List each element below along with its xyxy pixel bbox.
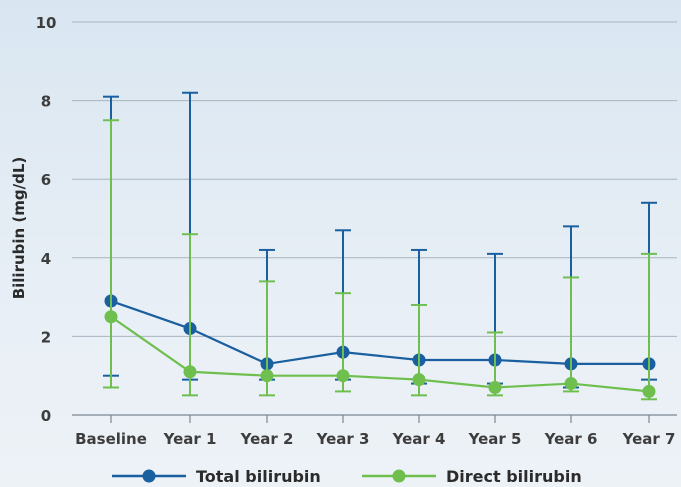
legend-item: Direct bilirubin <box>362 467 582 486</box>
series-direct-bilirubin <box>103 119 657 401</box>
data-point <box>564 377 578 391</box>
y-tick-label: 6 <box>41 171 51 189</box>
y-tick-label: 4 <box>41 250 51 268</box>
data-point <box>642 384 656 398</box>
legend: Total bilirubin Direct bilirubin <box>112 467 582 486</box>
gridlines <box>72 21 677 337</box>
x-tick-label: Year 2 <box>240 430 294 448</box>
legend-item: Total bilirubin <box>112 467 321 486</box>
series-total-bilirubin <box>103 91 657 389</box>
plot-series <box>103 91 657 401</box>
x-tick-label: Year 6 <box>544 430 598 448</box>
x-axis: Baseline Year 1 Year 2 Year 3 Year 4 Year 5 Ye… <box>72 414 677 448</box>
x-tick-label: Year 5 <box>468 430 522 448</box>
data-point <box>412 373 426 387</box>
y-axis-ticks: 0 2 4 6 8 10 <box>36 14 57 425</box>
y-axis-title: Bilirubin (mg/dL) <box>10 157 28 300</box>
x-tick-label: Year 7 <box>622 430 676 448</box>
y-tick-label: 8 <box>41 93 51 111</box>
data-point <box>336 369 350 383</box>
legend-label: Direct bilirubin <box>446 467 582 486</box>
y-tick-label: 2 <box>41 328 51 346</box>
x-tick-label: Year 1 <box>163 430 217 448</box>
y-tick-label: 0 <box>41 407 51 425</box>
data-point <box>488 380 502 394</box>
series-line <box>110 299 649 366</box>
x-tick-label: Year 4 <box>392 430 446 448</box>
series-line <box>110 315 650 393</box>
x-tick-label: Year 3 <box>316 430 370 448</box>
y-tick-label: 10 <box>36 14 57 32</box>
legend-marker <box>142 469 156 483</box>
data-point <box>260 369 274 383</box>
data-point <box>183 365 197 379</box>
x-tick-label: Baseline <box>75 430 147 448</box>
legend-marker <box>392 469 406 483</box>
data-point <box>104 310 118 324</box>
legend-label: Total bilirubin <box>196 467 321 486</box>
